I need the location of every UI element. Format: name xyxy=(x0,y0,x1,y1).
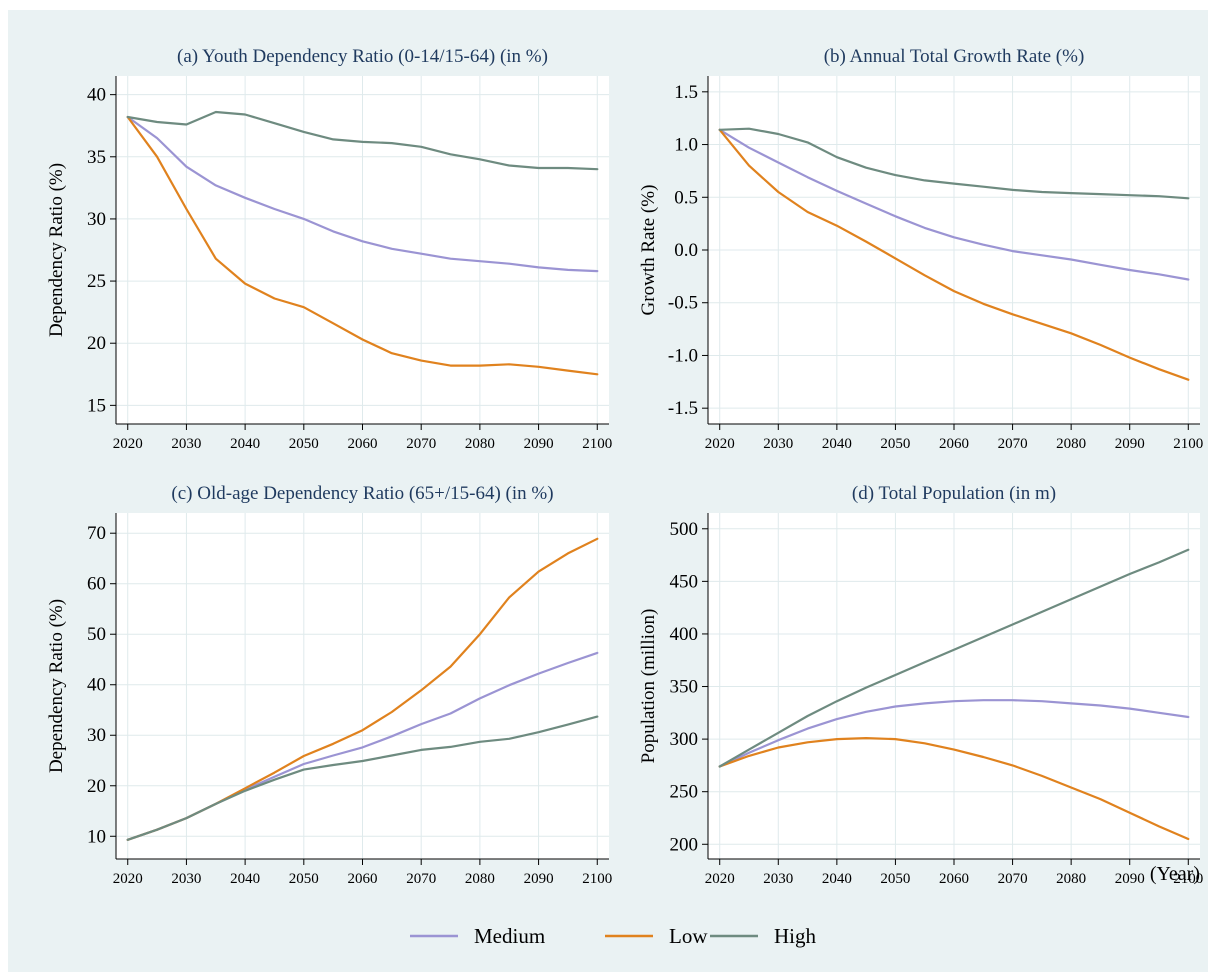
legend-item-medium: Medium xyxy=(410,924,545,948)
legend-label: Medium xyxy=(474,924,545,948)
x-tick-label: 2070 xyxy=(998,871,1028,887)
series-line-low xyxy=(126,115,599,376)
panel-a: 15 20 25 30 35 40 2020 2030 2040 2050 2060 2070 2080… xyxy=(46,46,612,452)
x-tick-label: 2080 xyxy=(465,436,495,452)
legend-label: High xyxy=(774,924,817,948)
y-tick-label: 0.0 xyxy=(674,240,698,261)
panel-title: (c) Old-age Dependency Ratio (65+/15-64)… xyxy=(171,483,553,504)
x-tick-label: 2050 xyxy=(880,436,910,452)
y-tick-label: 15 xyxy=(87,395,106,416)
x-tick-label: 2100 xyxy=(582,871,612,887)
x-tick-label: 2050 xyxy=(289,436,319,452)
x-tick-label: 2100 xyxy=(1173,436,1203,452)
x-tick-label: 2030 xyxy=(763,871,793,887)
y-tick-label: 40 xyxy=(87,85,106,106)
x-tick-label: 2090 xyxy=(1115,871,1145,887)
y-axis-label: Growth Rate (%) xyxy=(638,185,659,316)
x-tick-label: 2070 xyxy=(406,436,436,452)
series-line-low xyxy=(718,736,1190,841)
y-tick-label: 70 xyxy=(87,523,106,544)
panel-b: -1.5 -1.0 -0.5 0.0 0.5 1.0 1.5 2020 2030 2040 2050… xyxy=(638,46,1203,452)
y-tick-label: 0.5 xyxy=(674,187,698,208)
x-tick-label: 2090 xyxy=(524,436,554,452)
y-tick-label: 10 xyxy=(87,826,106,847)
legend-item-low: Low xyxy=(605,924,708,948)
x-tick-label: 2080 xyxy=(465,871,495,887)
series-line-high xyxy=(126,110,599,171)
x-tick-label: 2060 xyxy=(939,871,969,887)
legend-item-high: High xyxy=(710,924,817,948)
x-tick-label: 2040 xyxy=(822,436,852,452)
y-tick-label: 500 xyxy=(670,519,699,540)
series-line-high xyxy=(718,548,1190,768)
x-tick-label: 2060 xyxy=(939,436,969,452)
x-tick-label: 2090 xyxy=(524,871,554,887)
y-tick-label: 350 xyxy=(670,677,699,698)
x-tick-label: 2080 xyxy=(1056,871,1086,887)
x-tick-label: 2050 xyxy=(880,871,910,887)
series-line-medium xyxy=(718,128,1190,281)
legend-label: Low xyxy=(669,924,708,948)
y-axis-label: Dependency Ratio (%) xyxy=(46,163,67,337)
x-tick-label: 2060 xyxy=(348,871,378,887)
x-tick-label: 2040 xyxy=(230,871,260,887)
y-axis-label: Population (million) xyxy=(638,609,659,764)
y-tick-label: 20 xyxy=(87,333,106,354)
y-tick-label: 50 xyxy=(87,624,106,645)
x-tick-label: 2080 xyxy=(1056,436,1086,452)
x-axis-label: (Year) xyxy=(1150,863,1200,885)
y-tick-label: -0.5 xyxy=(668,293,698,314)
y-tick-label: -1.0 xyxy=(668,345,698,366)
x-tick-label: 2020 xyxy=(113,871,143,887)
y-tick-label: 20 xyxy=(87,776,106,797)
y-tick-label: 250 xyxy=(670,782,699,803)
y-tick-label: 400 xyxy=(670,624,699,645)
y-tick-label: 30 xyxy=(87,209,106,230)
series-line-medium xyxy=(718,699,1190,768)
x-tick-label: 2020 xyxy=(113,436,143,452)
x-tick-label: 2090 xyxy=(1115,436,1145,452)
panel-d: 200 250 300 350 400 450 500 2020 2030 2040 2050 206… xyxy=(638,483,1203,887)
x-tick-label: 2030 xyxy=(763,436,793,452)
x-tick-label: 2070 xyxy=(406,871,436,887)
figure: 15 20 25 30 35 40 2020 2030 2040 2050 2060 2070 2080… xyxy=(8,10,1208,972)
x-tick-label: 2100 xyxy=(1173,871,1203,887)
panel-title: (b) Annual Total Growth Rate (%) xyxy=(824,46,1085,67)
y-tick-label: 300 xyxy=(670,729,699,750)
x-tick-label: 2060 xyxy=(348,436,378,452)
x-tick-label: 2070 xyxy=(998,436,1028,452)
panel-title: (d) Total Population (in m) xyxy=(852,483,1056,504)
series-line-low xyxy=(718,128,1190,381)
y-tick-label: 1.0 xyxy=(674,135,698,156)
series-line-high xyxy=(718,127,1190,200)
x-tick-label: 2040 xyxy=(230,436,260,452)
series-line-medium xyxy=(126,115,599,273)
x-tick-label: 2040 xyxy=(822,871,852,887)
x-tick-label: 2050 xyxy=(289,871,319,887)
x-tick-label: 2020 xyxy=(705,871,735,887)
panel-title: (a) Youth Dependency Ratio (0-14/15-64) … xyxy=(177,46,548,67)
y-tick-label: 25 xyxy=(87,271,106,292)
y-tick-label: 450 xyxy=(670,571,699,592)
y-tick-label: -1.5 xyxy=(668,398,698,419)
x-tick-label: 2100 xyxy=(582,436,612,452)
y-tick-label: 40 xyxy=(87,675,106,696)
x-tick-label: 2030 xyxy=(171,436,201,452)
y-axis-label: Dependency Ratio (%) xyxy=(46,599,67,773)
y-tick-label: 30 xyxy=(87,725,106,746)
y-tick-label: 35 xyxy=(87,147,106,168)
y-tick-label: 60 xyxy=(87,574,106,595)
y-tick-label: 200 xyxy=(670,834,699,855)
x-tick-label: 2020 xyxy=(705,436,735,452)
series-line-high xyxy=(126,715,599,841)
x-tick-label: 2030 xyxy=(171,871,201,887)
legend: Medium Low High xyxy=(410,924,817,948)
y-tick-label: 1.5 xyxy=(674,82,698,103)
